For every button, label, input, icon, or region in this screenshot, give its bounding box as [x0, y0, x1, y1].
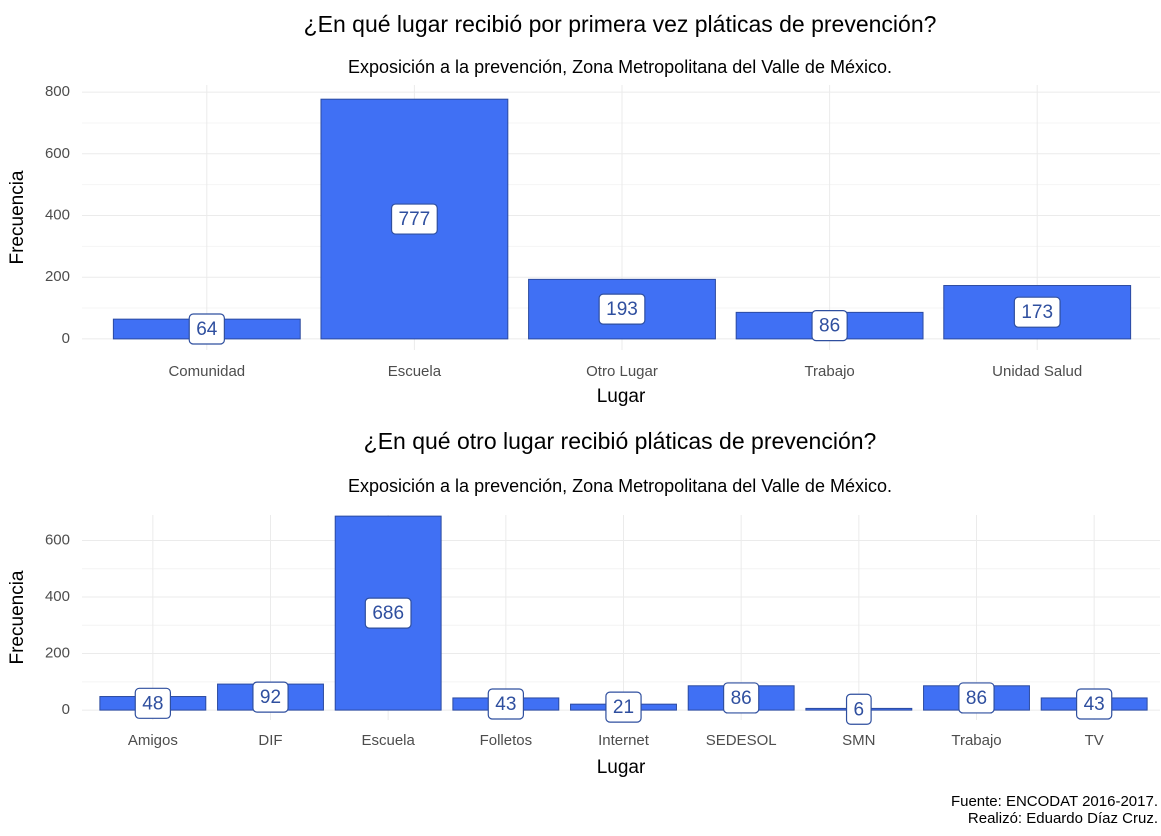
x-tick-label: Unidad Salud: [992, 363, 1082, 380]
value-label: 777: [399, 209, 431, 230]
value-label-box: [605, 691, 642, 723]
value-label-box: [845, 693, 872, 725]
chart-subtitle: Exposición a la prevención, Zona Metropo…: [348, 476, 892, 496]
x-tick-label: Trabajo: [951, 732, 1001, 749]
x-tick-label: Internet: [598, 732, 650, 749]
caption: Fuente: ENCODAT 2016-2017.: [951, 793, 1158, 810]
y-tick-label: 600: [45, 145, 70, 162]
value-label-box: [364, 597, 412, 629]
chart-title: ¿En qué lugar recibió por primera vez pl…: [304, 11, 937, 37]
y-tick-label: 0: [62, 330, 70, 347]
x-axis-title: Lugar: [597, 757, 646, 778]
value-label-box: [390, 203, 438, 235]
y-tick-label: 200: [45, 645, 70, 662]
x-tick-label: Otro Lugar: [586, 363, 658, 380]
y-tick-label: 400: [45, 588, 70, 605]
value-label-box: [1013, 296, 1061, 328]
value-label: 86: [966, 688, 987, 709]
x-tick-label: SEDESOL: [706, 732, 777, 749]
y-tick-label: 200: [45, 268, 70, 285]
value-label: 43: [1084, 694, 1105, 715]
chart-title: ¿En qué otro lugar recibió pláticas de p…: [364, 428, 877, 454]
x-tick-label: Trabajo: [804, 363, 854, 380]
value-label: 64: [196, 319, 218, 340]
value-label: 21: [613, 697, 634, 718]
x-tick-label: Escuela: [388, 363, 442, 380]
x-tick-label: DIF: [258, 732, 282, 749]
value-label-box: [958, 682, 995, 714]
value-label-box: [252, 681, 289, 713]
value-label: 92: [260, 687, 281, 708]
value-label-box: [811, 310, 848, 342]
x-tick-label: Amigos: [128, 732, 178, 749]
value-label-box: [598, 293, 646, 325]
y-axis-title: Frecuencia: [7, 570, 28, 664]
y-tick-label: 400: [45, 206, 70, 223]
y-tick-label: 600: [45, 531, 70, 548]
value-label-box: [188, 313, 225, 345]
x-tick-label: Folletos: [480, 732, 533, 749]
value-label-box: [134, 687, 172, 719]
value-label: 173: [1021, 302, 1053, 323]
value-label: 86: [819, 316, 840, 337]
value-label-box: [722, 682, 760, 714]
value-label-box: [1075, 688, 1113, 720]
x-tick-label: Escuela: [361, 732, 415, 749]
caption: Realizó: Eduardo Díaz Cruz.: [968, 810, 1158, 827]
value-label: 686: [372, 603, 404, 624]
chart-subtitle: Exposición a la prevención, Zona Metropo…: [348, 57, 892, 77]
value-label-box: [487, 688, 525, 720]
value-label: 6: [854, 699, 865, 720]
value-label: 48: [142, 693, 163, 714]
y-tick-label: 0: [62, 701, 70, 718]
y-axis-title: Frecuencia: [7, 170, 28, 264]
value-label: 193: [606, 299, 638, 320]
value-label: 43: [495, 694, 516, 715]
x-axis-title: Lugar: [597, 386, 646, 407]
value-label: 86: [731, 688, 752, 709]
x-tick-label: Comunidad: [168, 363, 245, 380]
y-tick-label: 800: [45, 83, 70, 100]
x-tick-label: SMN: [842, 732, 875, 749]
x-tick-label: TV: [1085, 732, 1104, 749]
